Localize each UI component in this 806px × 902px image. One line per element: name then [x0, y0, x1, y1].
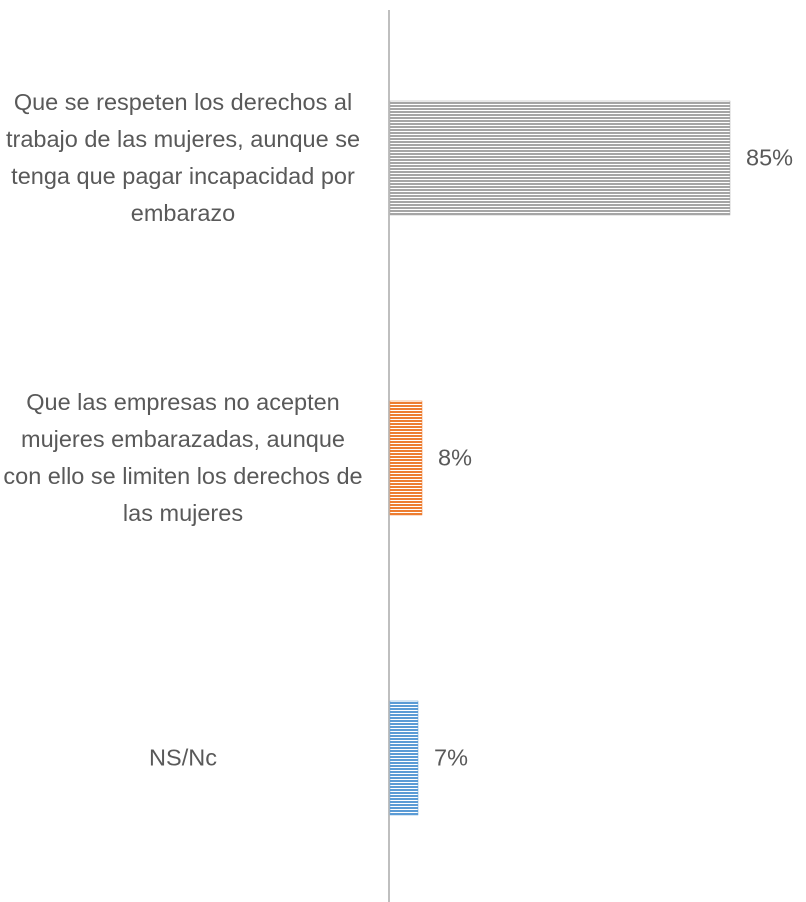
- bar: [389, 400, 423, 516]
- category-label: Que las empresas no acepten mujeres emba…: [3, 389, 363, 526]
- value-label: 7%: [434, 744, 468, 771]
- bar: [389, 700, 419, 816]
- value-label: 85%: [746, 144, 794, 171]
- category-label: Que se respeten los derechos al trabajo …: [5, 89, 361, 226]
- value-label: 8%: [438, 444, 472, 471]
- bar: [389, 100, 731, 216]
- category-label: NS/Nc: [149, 744, 217, 771]
